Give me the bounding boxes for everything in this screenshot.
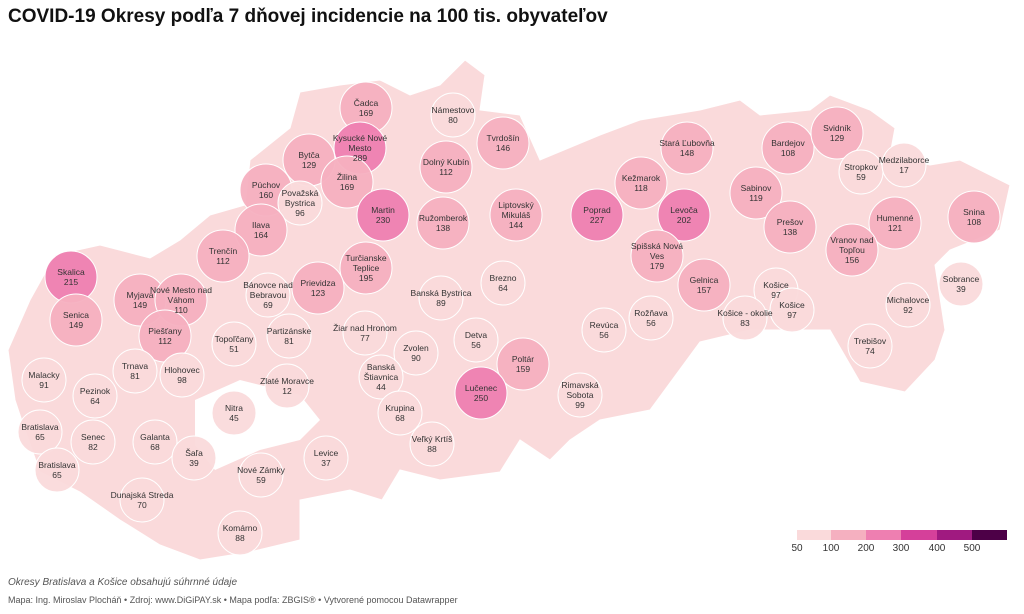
region	[763, 200, 817, 254]
region	[21, 357, 67, 403]
region	[938, 261, 984, 307]
region	[234, 203, 288, 257]
region	[132, 419, 178, 465]
region	[211, 321, 257, 367]
region	[159, 352, 205, 398]
region	[409, 421, 455, 467]
region	[377, 390, 423, 436]
region	[303, 435, 349, 481]
region	[769, 287, 815, 333]
region	[630, 229, 684, 283]
region	[17, 409, 63, 455]
region	[119, 477, 165, 523]
region	[581, 307, 627, 353]
legend-tick-label: 200	[857, 543, 875, 554]
legend-tick-label: 400	[928, 543, 946, 554]
region	[393, 330, 439, 376]
regions	[17, 81, 1001, 556]
legend-swatch	[901, 530, 937, 540]
legend-tick-label: 100	[822, 543, 840, 554]
region	[342, 310, 388, 356]
region	[825, 223, 879, 277]
region	[291, 261, 345, 315]
region	[453, 317, 499, 363]
region	[356, 188, 410, 242]
region	[761, 121, 815, 175]
region	[660, 121, 714, 175]
region	[418, 275, 464, 321]
region	[557, 372, 603, 418]
region	[430, 92, 476, 138]
legend-tick-label: 500	[963, 543, 981, 554]
title: COVID-19 Okresy podľa 7 dňovej incidenci…	[8, 6, 608, 27]
region	[49, 293, 103, 347]
region	[570, 188, 624, 242]
region	[476, 116, 530, 170]
region	[868, 196, 922, 250]
legend-tick-label: 300	[892, 543, 910, 554]
legend-swatch	[831, 530, 866, 540]
note: Okresy Bratislava a Košice obsahujú súhr…	[8, 577, 238, 588]
region	[810, 106, 864, 160]
region	[320, 155, 374, 209]
region	[454, 366, 508, 420]
region	[881, 142, 927, 188]
region	[847, 323, 893, 369]
region	[196, 229, 250, 283]
region	[238, 452, 284, 498]
region	[657, 188, 711, 242]
legend-swatch	[866, 530, 901, 540]
region	[171, 435, 217, 481]
region	[72, 373, 118, 419]
region	[677, 258, 731, 312]
region	[34, 447, 80, 493]
region	[339, 241, 393, 295]
region	[729, 166, 783, 220]
region	[614, 156, 668, 210]
region	[217, 510, 263, 556]
region	[211, 390, 257, 436]
region	[419, 140, 473, 194]
region	[496, 337, 550, 391]
source: Mapa: Ing. Miroslav Plocháň • Zdroj: www…	[8, 595, 458, 605]
region	[358, 354, 404, 400]
region	[416, 196, 470, 250]
region	[838, 149, 884, 195]
legend-tick-label: 50	[791, 543, 803, 554]
region	[947, 190, 1001, 244]
region	[277, 180, 323, 226]
legend-swatch	[972, 530, 1007, 540]
region	[722, 295, 768, 341]
region	[245, 272, 291, 318]
legend-swatch	[797, 530, 831, 540]
region	[112, 348, 158, 394]
legend-swatch	[937, 530, 972, 540]
region	[628, 295, 674, 341]
region	[266, 313, 312, 359]
region	[489, 188, 543, 242]
region	[885, 282, 931, 328]
region	[70, 419, 116, 465]
region	[480, 260, 526, 306]
region	[264, 363, 310, 409]
